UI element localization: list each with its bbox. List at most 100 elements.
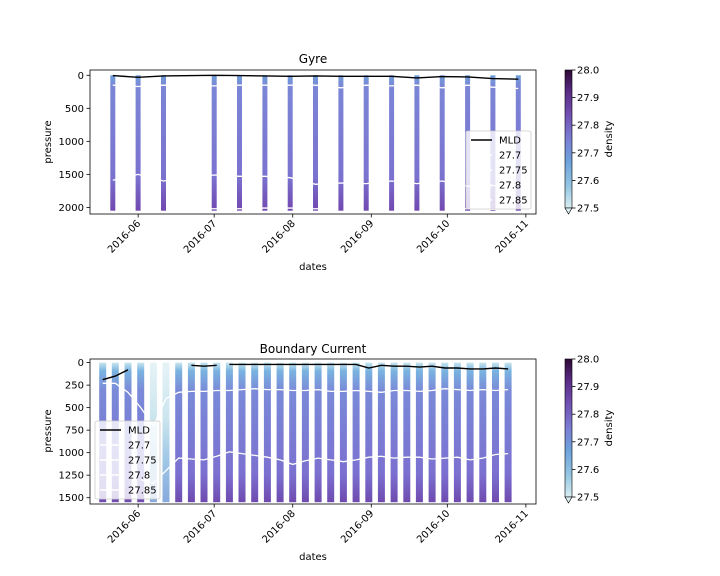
x-tick-label: 2016-07 <box>182 508 219 545</box>
y-tick-label: 750 <box>65 426 84 437</box>
gyre-x-axis-label: dates <box>299 262 327 273</box>
profile-bar <box>365 362 373 503</box>
profile-bar <box>287 75 293 211</box>
profile-bar <box>135 75 141 211</box>
colorbar-tick-label: 27.5 <box>577 204 599 215</box>
profile-bar <box>339 362 347 503</box>
legend-box <box>94 420 161 500</box>
profile-bar <box>187 362 195 503</box>
colorbar-extend-arrow <box>564 496 573 504</box>
gyre-colorbar: 27.5 27.6 27.7 27.8 27.9 28.0 density <box>564 66 615 215</box>
boundary-current-y-axis-label: pressure <box>43 409 54 452</box>
mld-line <box>191 364 217 367</box>
profile-bar <box>338 75 344 211</box>
x-tick-label: 2016-06 <box>106 218 143 255</box>
profile-bar <box>441 362 449 503</box>
profile-bar <box>479 362 487 503</box>
profile-bar <box>363 75 369 211</box>
legend-label: 27.85 <box>128 486 157 497</box>
profile-bar <box>428 362 436 503</box>
isopycnal-27-75-line <box>112 173 519 187</box>
legend-label: MLD <box>128 426 150 437</box>
profile-bar <box>439 75 445 211</box>
legend-label: 27.75 <box>499 166 528 177</box>
legend-label: 27.7 <box>499 151 521 162</box>
profile-bar <box>301 362 309 503</box>
gyre-title: Gyre <box>299 52 327 66</box>
gyre-y-ticks: 0 500 1000 1500 2000 <box>59 71 90 214</box>
profile-bar <box>377 362 385 503</box>
profile-bar <box>327 362 335 503</box>
profile-bar <box>313 75 318 211</box>
colorbar-tick-label: 27.6 <box>577 176 599 187</box>
x-tick-label: 2016-07 <box>182 218 219 255</box>
y-tick-label: 1000 <box>59 137 84 148</box>
profile-bar <box>110 75 116 211</box>
gyre-plot-area <box>110 74 521 211</box>
profile-bar <box>211 75 217 211</box>
colorbar-label: density <box>604 121 615 158</box>
legend-label: 27.85 <box>499 196 528 207</box>
colorbar-label: density <box>604 410 615 447</box>
profile-bar <box>415 362 423 503</box>
profile-bar <box>251 362 259 503</box>
y-tick-label: 1500 <box>59 170 84 181</box>
boundary-current-title: Boundary Current <box>260 342 367 356</box>
boundary-current-legend: MLD 27.7 27.75 27.8 27.85 <box>94 420 161 500</box>
colorbar-tick-label: 27.6 <box>577 465 599 476</box>
legend-box <box>465 130 532 210</box>
y-tick-label: 250 <box>65 381 84 392</box>
legend-label: 27.8 <box>499 181 521 192</box>
y-tick-label: 500 <box>65 104 84 115</box>
profile-bar <box>200 362 208 503</box>
x-tick-label: 2016-08 <box>261 508 298 545</box>
colorbar-tick-label: 27.7 <box>577 437 599 448</box>
x-tick-label: 2016-09 <box>339 218 376 255</box>
x-tick-label: 2016-10 <box>415 508 452 545</box>
profile-bar <box>389 75 395 211</box>
colorbar-tick-label: 27.8 <box>577 121 599 132</box>
colorbar-tick-label: 27.7 <box>577 148 599 159</box>
boundary-current-panel: Boundary Current 0250500750100012501500 … <box>43 342 615 563</box>
gyre-axes-frame <box>89 69 537 215</box>
colorbar-tick-label: 28.0 <box>577 66 599 77</box>
x-tick-label: 2016-06 <box>106 508 143 545</box>
profile-bar <box>453 362 461 503</box>
profile-bar <box>262 75 268 211</box>
colorbar-tick-label: 27.9 <box>577 382 599 393</box>
boundary-current-axes-frame <box>89 358 537 505</box>
mld-line <box>102 369 129 381</box>
colorbar-tick-label: 27.5 <box>577 493 599 504</box>
colorbar-gradient <box>564 69 573 209</box>
colorbar-tick-label: 28.0 <box>577 355 599 366</box>
x-tick-label: 2016-11 <box>494 508 531 545</box>
y-tick-label: 2000 <box>59 203 84 214</box>
profile-bar <box>225 362 233 503</box>
colorbar-tick-label: 27.9 <box>577 93 599 104</box>
isopycnal-27-7-line <box>112 84 519 90</box>
gyre-x-ticks: 2016-06 2016-07 2016-08 2016-09 2016-10 2016-… <box>106 214 531 256</box>
y-tick-label: 0 <box>78 71 84 82</box>
boundary-current-x-ticks: 2016-06 2016-07 2016-08 2016-09 2016-10 2016-… <box>106 504 531 546</box>
legend-label: 27.8 <box>128 471 150 482</box>
x-tick-label: 2016-11 <box>494 218 531 255</box>
boundary-current-x-axis-label: dates <box>299 552 327 563</box>
x-tick-label: 2016-09 <box>339 508 376 545</box>
y-tick-label: 1500 <box>59 493 84 504</box>
mld-line <box>229 363 509 370</box>
colorbar-tick-label: 27.8 <box>577 410 599 421</box>
mld-line <box>112 74 519 80</box>
colorbar-extend-arrow <box>564 207 573 215</box>
profile-bar <box>414 75 420 211</box>
profile-bar <box>237 75 242 211</box>
boundary-current-plot-area <box>99 362 512 503</box>
y-tick-label: 0 <box>78 358 84 369</box>
x-tick-label: 2016-08 <box>261 218 298 255</box>
profile-bar <box>504 362 512 503</box>
y-tick-label: 1250 <box>59 471 84 482</box>
profile-bar <box>466 362 474 503</box>
boundary-current-y-ticks: 0 250 500 750 1000 1250 1500 <box>59 358 90 504</box>
profile-bar <box>276 362 284 503</box>
x-tick-label: 2016-10 <box>415 218 452 255</box>
